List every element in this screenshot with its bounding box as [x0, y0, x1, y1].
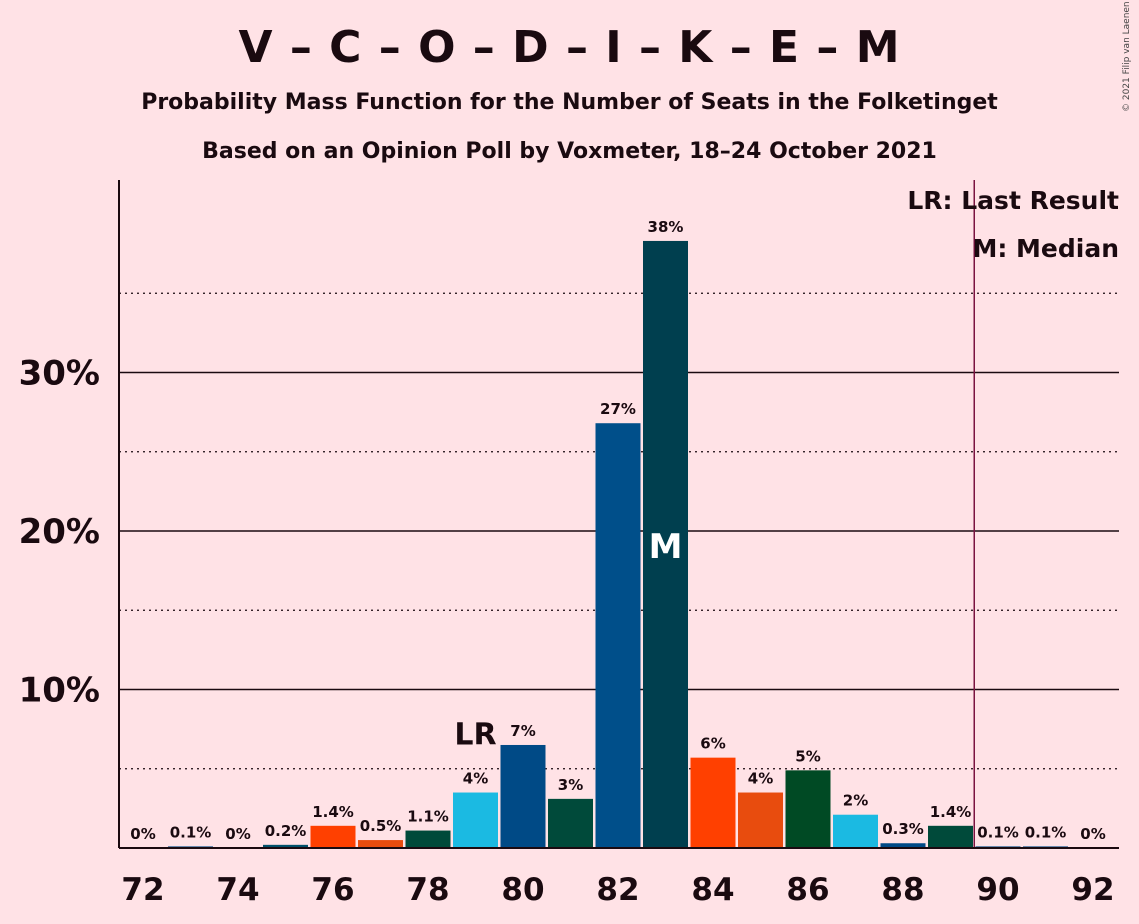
bar-value-label: 6% [700, 735, 725, 753]
x-tick-label: 84 [691, 872, 734, 908]
bar-value-label: 1.4% [312, 803, 354, 821]
last-result-marker: LR [454, 718, 496, 753]
x-tick-label: 80 [501, 872, 544, 908]
bar-value-label: 0% [130, 825, 155, 843]
bar-83 [643, 240, 688, 848]
bar-84 [690, 757, 736, 848]
x-tick-label: 78 [406, 872, 449, 908]
bar-value-label: 0.1% [170, 823, 212, 841]
bar-value-label: 4% [463, 770, 488, 788]
chart-source: Based on an Opinion Poll by Voxmeter, 18… [202, 139, 937, 164]
legend-last-result: LR: Last Result [907, 186, 1119, 215]
bar-82 [595, 423, 641, 848]
bar-value-label: 2% [843, 792, 868, 810]
bar-81 [548, 798, 593, 848]
bar-87 [833, 814, 878, 848]
bar-value-label: 0.5% [360, 817, 402, 835]
bar-86 [785, 770, 831, 848]
bar-89 [928, 825, 973, 848]
bar-value-label: 3% [558, 776, 583, 794]
y-tick-label: 30% [19, 354, 100, 394]
bar-79 [453, 792, 498, 848]
x-tick-label: 92 [1071, 872, 1114, 908]
x-tick-label: 86 [786, 872, 829, 908]
bar-85 [738, 792, 783, 848]
bar-value-label: 1.1% [407, 808, 449, 826]
bar-value-label: 0% [225, 825, 250, 843]
bar-88 [880, 843, 926, 848]
bar-value-label: 0.3% [882, 820, 924, 838]
bar-77 [358, 840, 403, 848]
y-tick-label: 10% [19, 671, 100, 711]
y-tick-label: 20% [19, 512, 100, 552]
x-tick-label: 76 [311, 872, 354, 908]
x-tick-label: 72 [121, 872, 164, 908]
x-tick-label: 82 [596, 872, 639, 908]
bar-value-label: 27% [600, 400, 636, 418]
chart-subtitle: Probability Mass Function for the Number… [141, 90, 998, 115]
bar-value-label: 4% [748, 770, 773, 788]
bar-value-label: 0.1% [1025, 823, 1067, 841]
median-marker: M [649, 527, 683, 567]
bar-76 [310, 825, 356, 848]
chart-title: V – C – O – D – I – K – E – M [238, 22, 901, 73]
bar-value-label: 0.2% [265, 822, 307, 840]
bar-value-label: 38% [648, 218, 684, 236]
bar-value-label: 0.1% [977, 823, 1019, 841]
bar-75 [263, 844, 308, 848]
x-tick-label: 74 [216, 872, 259, 908]
bar-value-label: 0% [1080, 825, 1105, 843]
bar-value-label: 1.4% [930, 803, 972, 821]
legend-median: M: Median [972, 234, 1119, 263]
bar-value-label: 5% [795, 747, 820, 765]
bar-80 [500, 744, 546, 848]
x-tick-label: 90 [976, 872, 1019, 908]
x-tick-label: 88 [881, 872, 924, 908]
bar-78 [405, 830, 451, 848]
bar-value-label: 7% [510, 722, 535, 740]
